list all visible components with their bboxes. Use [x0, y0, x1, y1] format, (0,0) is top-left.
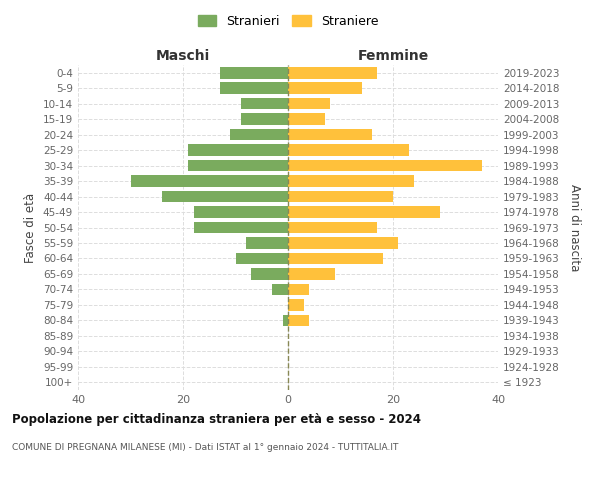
- Bar: [130, 176, 288, 187]
- Bar: [288, 67, 377, 78]
- Bar: [230, 129, 288, 140]
- Bar: [288, 144, 409, 156]
- Bar: [288, 176, 414, 187]
- Bar: [288, 252, 383, 264]
- Bar: [220, 67, 288, 78]
- Bar: [272, 284, 288, 295]
- Bar: [288, 314, 309, 326]
- Bar: [288, 190, 393, 202]
- Bar: [288, 237, 398, 249]
- Y-axis label: Anni di nascita: Anni di nascita: [568, 184, 581, 271]
- Bar: [288, 206, 440, 218]
- Y-axis label: Fasce di età: Fasce di età: [25, 192, 37, 262]
- Legend: Stranieri, Straniere: Stranieri, Straniere: [194, 11, 382, 32]
- Bar: [288, 114, 325, 125]
- Bar: [188, 144, 288, 156]
- Bar: [162, 190, 288, 202]
- Bar: [288, 299, 304, 310]
- Text: Maschi: Maschi: [156, 48, 210, 62]
- Bar: [193, 206, 288, 218]
- Bar: [220, 82, 288, 94]
- Bar: [188, 160, 288, 172]
- Bar: [193, 222, 288, 234]
- Bar: [288, 129, 372, 140]
- Bar: [235, 252, 288, 264]
- Bar: [288, 98, 330, 110]
- Bar: [288, 222, 377, 234]
- Bar: [288, 268, 335, 280]
- Bar: [283, 314, 288, 326]
- Bar: [251, 268, 288, 280]
- Text: Popolazione per cittadinanza straniera per età e sesso - 2024: Popolazione per cittadinanza straniera p…: [12, 412, 421, 426]
- Bar: [288, 284, 309, 295]
- Bar: [288, 82, 361, 94]
- Bar: [241, 98, 288, 110]
- Text: Femmine: Femmine: [358, 48, 428, 62]
- Bar: [288, 160, 482, 172]
- Bar: [246, 237, 288, 249]
- Bar: [241, 114, 288, 125]
- Text: COMUNE DI PREGNANA MILANESE (MI) - Dati ISTAT al 1° gennaio 2024 - TUTTITALIA.IT: COMUNE DI PREGNANA MILANESE (MI) - Dati …: [12, 442, 398, 452]
